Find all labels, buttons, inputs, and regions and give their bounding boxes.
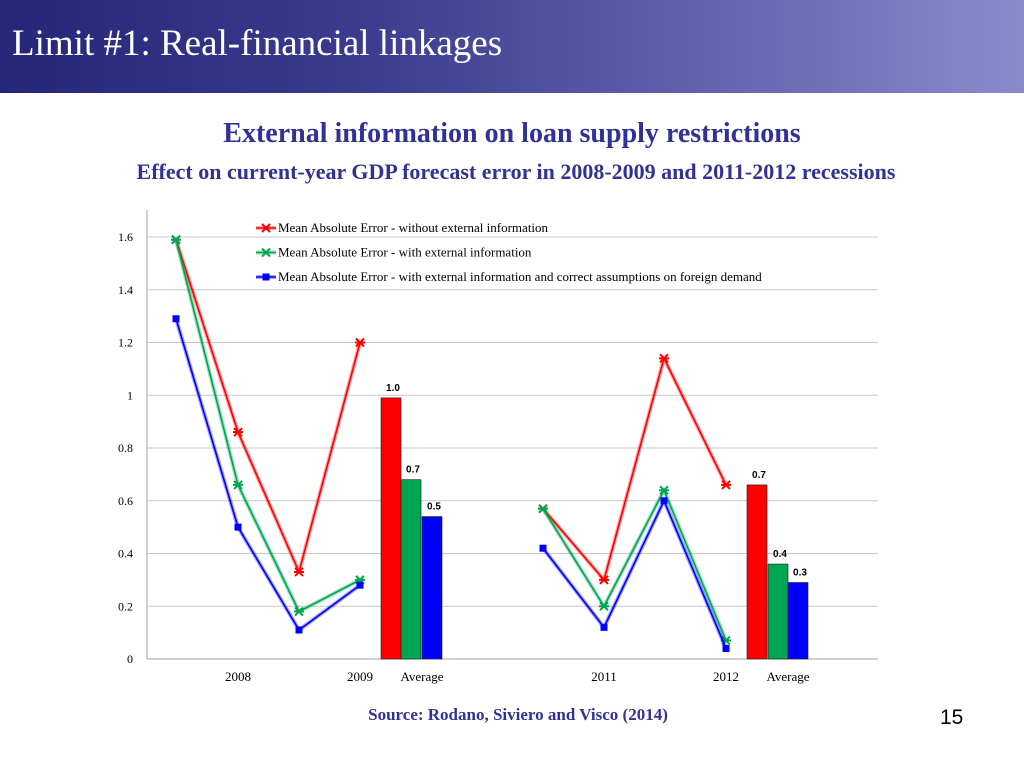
gdp-forecast-error-chart: 0 0.2 0.4 0.6 0.8 1 1.2 1.4 1.6 2008 2009 Average 1.… — [118, 210, 878, 684]
x-tick-label: 2012 — [713, 669, 739, 684]
slide-header-title: Limit #1: Real-financial linkages — [12, 23, 503, 64]
series-point — [659, 353, 669, 364]
series-line — [542, 499, 727, 649]
series-point — [721, 480, 731, 490]
average-bar — [380, 397, 402, 660]
series-line — [175, 239, 361, 573]
series-point — [294, 567, 304, 577]
y-tick-label: 0 — [127, 652, 133, 666]
series-point — [599, 575, 609, 585]
series-point — [538, 503, 548, 514]
x-tick-label-average: Average — [766, 669, 809, 684]
series-point — [355, 337, 365, 348]
legend-marker — [261, 247, 271, 258]
y-tick-label: 1 — [127, 388, 133, 402]
x-tick-label: 2009 — [347, 669, 373, 684]
series-point — [356, 581, 364, 589]
legend-entry: Mean Absolute Error - without external i… — [278, 220, 549, 235]
series-point — [233, 427, 243, 437]
average-bar — [400, 479, 422, 660]
series-point — [234, 523, 242, 531]
y-tick-label: 0.6 — [118, 494, 133, 508]
legend-entry: Mean Absolute Error - with external info… — [278, 269, 762, 284]
average-bar — [421, 516, 443, 660]
series-point — [659, 485, 669, 495]
series-point — [539, 544, 547, 552]
series-line-halo — [174, 318, 362, 632]
page-number: 15 — [940, 706, 964, 729]
chart-subtitle: Effect on current-year GDP forecast erro… — [136, 159, 896, 184]
series-point — [295, 626, 303, 634]
bar-data-label: 0.5 — [427, 502, 441, 513]
bar-data-label: 0.4 — [773, 549, 787, 560]
series-line — [542, 489, 727, 641]
series-point — [599, 601, 609, 611]
y-tick-label: 0.8 — [118, 441, 133, 455]
series-point — [660, 497, 668, 505]
x-tick-label: 2011 — [591, 669, 617, 684]
series-point — [294, 606, 304, 617]
series-point — [600, 623, 608, 631]
average-bar — [746, 484, 768, 660]
bar-data-label: 0.7 — [406, 465, 420, 476]
legend-marker — [261, 223, 271, 233]
x-tick-label: 2008 — [225, 669, 251, 684]
y-tick-label: 1.6 — [118, 230, 133, 244]
series-point — [233, 480, 243, 490]
series-point — [171, 234, 181, 245]
y-tick-label: 1.4 — [118, 283, 133, 297]
series-line — [542, 357, 727, 581]
series-line-halo — [174, 239, 361, 614]
x-tick-label-average: Average — [400, 669, 443, 684]
slide-header: Limit #1: Real-financial linkages — [0, 0, 1024, 93]
source-note: Source: Rodano, Siviero and Visco (2014) — [368, 705, 668, 724]
series-line — [175, 318, 361, 631]
y-tick-label: 0.4 — [118, 547, 133, 561]
bar-data-label: 1.0 — [386, 383, 400, 394]
series-point — [172, 315, 180, 323]
y-tick-label: 0.2 — [118, 599, 133, 613]
bar-data-label: 0.3 — [793, 568, 807, 579]
legend-entry: Mean Absolute Error - with external info… — [278, 245, 532, 260]
average-bar — [787, 582, 809, 660]
legend-marker — [262, 273, 270, 281]
bar-data-label: 0.7 — [752, 470, 766, 481]
series-line — [175, 239, 361, 613]
average-bar — [767, 563, 789, 660]
series-point — [722, 644, 730, 652]
chart-title: External information on loan supply rest… — [223, 118, 801, 149]
y-tick-label: 1.2 — [118, 336, 133, 350]
